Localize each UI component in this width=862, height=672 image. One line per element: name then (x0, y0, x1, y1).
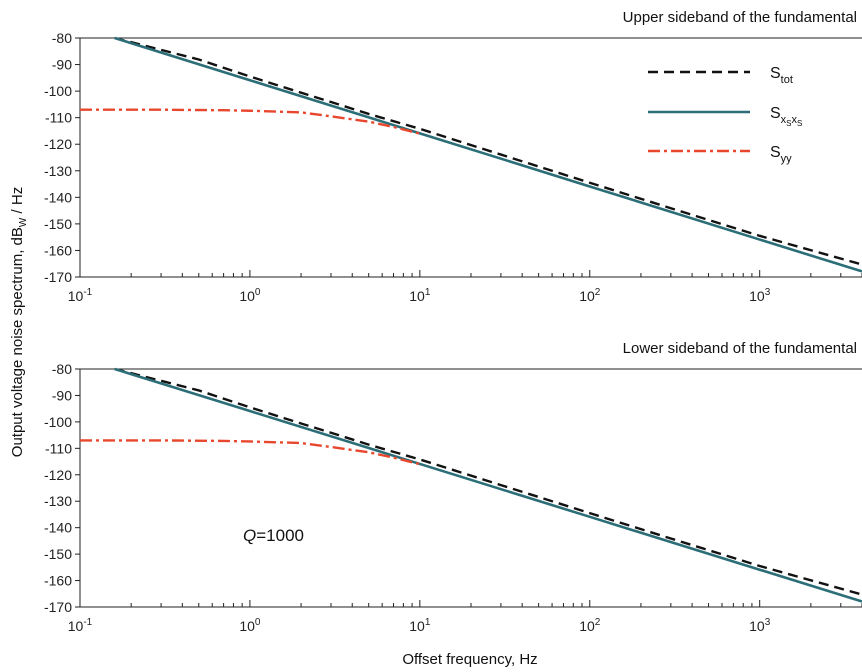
y-tick-label: -130 (44, 163, 72, 179)
y-tick-label: -170 (44, 269, 72, 285)
series-s-yy-line (80, 108, 421, 135)
x-tick-label: 101 (409, 617, 431, 634)
legend: Stot SxSxS Syy (648, 65, 802, 165)
panel-title: Lower sideband of the fundamental (623, 340, 857, 357)
y-tick-label: -90 (52, 387, 72, 403)
x-tick-label: 102 (579, 287, 601, 304)
x-tick-label: 10-1 (68, 617, 93, 634)
series-s-xsxs-line (114, 367, 862, 603)
x-axis-label: Offset frequency, Hz (402, 651, 537, 668)
legend-label-s-xsxs: SxSxS (770, 105, 802, 128)
q-annotation: Q=1000 (243, 526, 304, 545)
y-axis-label: Output voltage noise spectrum, dBW / Hz (9, 187, 29, 457)
y-tick-label: -100 (44, 414, 72, 430)
y-tick-label: -160 (44, 573, 72, 589)
y-tick-label: -90 (52, 57, 72, 73)
y-tick-label: -150 (44, 546, 72, 562)
y-tick-label: -130 (44, 493, 72, 509)
y-tick-label: -110 (45, 440, 72, 456)
y-tick-label: -110 (45, 110, 72, 126)
panel-title: Upper sideband of the fundamental (623, 9, 857, 26)
series-s-tot-line (114, 36, 862, 266)
y-tick-label: -140 (44, 520, 72, 536)
y-tick-label: -170 (44, 599, 72, 615)
x-tick-label: 100 (239, 617, 261, 634)
x-tick-label: 100 (239, 287, 261, 304)
series-s-tot-line (114, 367, 862, 596)
y-tick-label: -120 (44, 467, 72, 483)
y-tick-label: -160 (44, 242, 72, 258)
legend-label-s-yy: Syy (770, 144, 792, 165)
x-tick-label: 103 (749, 617, 771, 634)
y-tick-label: -100 (44, 83, 72, 99)
series-s-xsxs-line (114, 36, 862, 273)
y-tick-label: -80 (52, 361, 72, 377)
y-tick-label: -120 (44, 136, 72, 152)
x-tick-label: 103 (749, 287, 771, 304)
panel-2: Lower sideband of the fundamental -80 -90 -… (44, 340, 862, 634)
y-tick-label: -80 (52, 30, 72, 46)
x-tick-label: 101 (409, 287, 431, 304)
legend-label-s-tot: Stot (770, 65, 793, 86)
x-tick-label: 10-1 (68, 287, 93, 304)
x-tick-label: 102 (579, 617, 601, 634)
series-s-yy-line (80, 439, 421, 466)
y-tick-label: -150 (44, 216, 72, 232)
panel-1: Upper sideband of the fundamental -80 -90 -… (44, 9, 862, 304)
y-tick-label: -140 (44, 189, 72, 205)
